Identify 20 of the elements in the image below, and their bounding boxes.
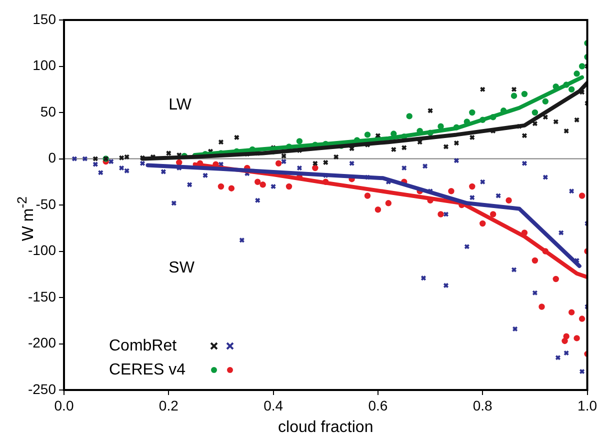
x-tick-label: 0.2 <box>158 397 179 414</box>
legend-label: CombRet <box>109 337 178 354</box>
x-tick-label: 1.0 <box>578 397 598 414</box>
annotation: LW <box>168 96 192 114</box>
x-axis-title: cloud fraction <box>278 418 374 436</box>
y-tick-label: 100 <box>32 57 56 74</box>
y-tick-label: 0 <box>48 150 56 166</box>
x-tick-label: 0.0 <box>54 397 74 414</box>
y-tick-label: 150 <box>32 10 56 27</box>
y-tick-label: 50 <box>40 103 56 120</box>
y-tick-label: -250 <box>28 380 56 397</box>
x-tick-label: 0.8 <box>472 397 493 414</box>
annotation: SW <box>168 259 196 276</box>
y-tick-label: -200 <box>28 334 56 351</box>
x-tick-label: 0.4 <box>264 397 284 414</box>
y-tick-label: -100 <box>28 242 56 258</box>
legend-label: CERES v4 <box>109 361 186 378</box>
y-tick-label: -150 <box>28 288 56 304</box>
y-tick-label: -50 <box>36 196 56 212</box>
x-tick-label: 0.6 <box>368 397 388 414</box>
